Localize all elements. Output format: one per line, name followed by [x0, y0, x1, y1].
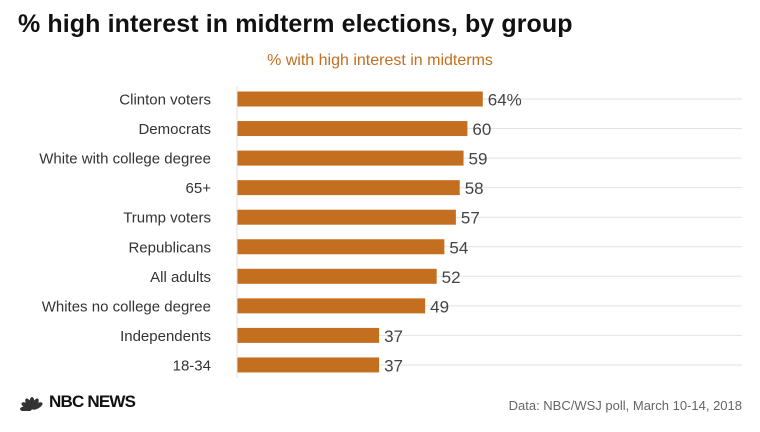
bar: [237, 150, 464, 166]
chart-subtitle: % with high interest in midterms: [267, 52, 493, 69]
bar: [237, 121, 468, 137]
bar: [237, 298, 426, 314]
category-label: 65+: [186, 180, 212, 197]
value-label: 64%: [488, 91, 522, 110]
category-label: Trump voters: [123, 210, 211, 227]
category-label: Independents: [120, 328, 211, 345]
value-label: 37: [384, 327, 403, 346]
category-label: Clinton voters: [119, 92, 211, 109]
value-label: 58: [465, 179, 484, 198]
value-label: 49: [430, 297, 449, 316]
category-label: Democrats: [138, 121, 211, 138]
value-label: 54: [449, 238, 468, 257]
nbc-news-logo: NBC NEWS: [18, 392, 136, 412]
category-label: White with college degree: [39, 151, 211, 168]
source-note: Data: NBC/WSJ poll, March 10-14, 2018: [508, 398, 742, 413]
category-label: Whites no college degree: [42, 298, 211, 315]
chart-title: % high interest in midterm elections, by…: [18, 10, 573, 38]
bar: [237, 327, 380, 343]
logo-text: NBC NEWS: [49, 392, 136, 411]
bar: [237, 357, 380, 373]
value-label: 57: [461, 209, 480, 228]
peacock-icon: [20, 397, 43, 411]
value-label: 37: [384, 356, 403, 375]
category-label: Republicans: [128, 239, 211, 256]
bar: [237, 239, 445, 255]
category-label: All adults: [150, 269, 211, 286]
bar: [237, 91, 483, 107]
value-label: 60: [472, 120, 491, 139]
bar: [237, 209, 456, 225]
value-label: 59: [469, 150, 488, 169]
value-label: 52: [442, 268, 461, 287]
bar: [237, 268, 437, 284]
category-label: 18-34: [173, 357, 211, 374]
bar: [237, 180, 460, 196]
